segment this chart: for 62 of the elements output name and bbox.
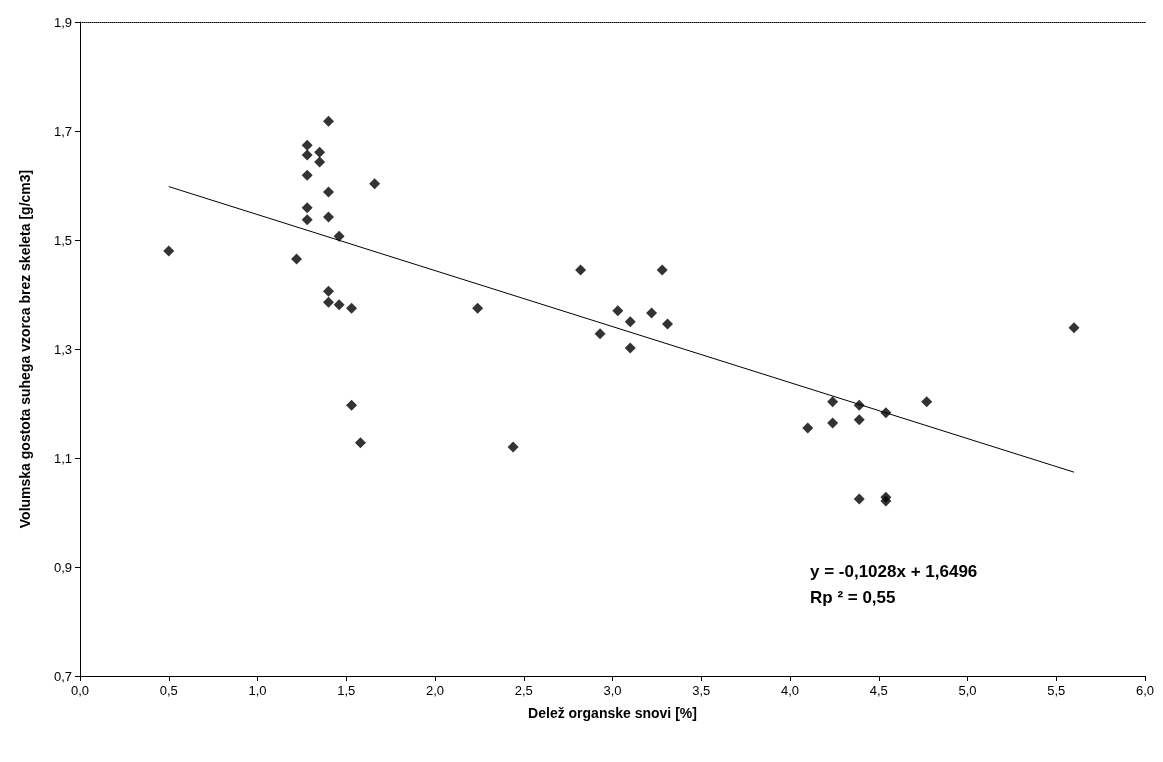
x-tick-label: 5,0 — [958, 683, 977, 698]
point — [853, 414, 865, 426]
y-tick-label: 0,7 — [53, 668, 72, 684]
y-tick-label: 0,9 — [53, 559, 72, 575]
point — [575, 264, 587, 276]
x-tick-label: 2,0 — [425, 683, 445, 698]
y-tick-label: 1,3 — [53, 341, 72, 357]
point — [323, 186, 334, 198]
point — [921, 396, 933, 408]
point — [624, 316, 636, 328]
x-tick-label: 5,5 — [1047, 683, 1066, 698]
point — [802, 422, 814, 434]
point — [827, 396, 839, 408]
x-tick-label: 3,0 — [603, 683, 622, 698]
point — [472, 302, 484, 314]
x-tick-label: 4,0 — [780, 683, 800, 698]
annotation: Rp ² = 0,55 — [810, 588, 896, 607]
point — [314, 156, 326, 168]
point — [323, 285, 334, 297]
point — [346, 399, 358, 411]
point — [333, 299, 345, 311]
point — [853, 493, 865, 505]
point — [646, 307, 658, 319]
point — [301, 139, 313, 151]
point — [369, 178, 381, 190]
x-tick-label: 1,5 — [337, 683, 356, 698]
x-tick-label: 0,5 — [159, 683, 178, 698]
point — [301, 202, 313, 214]
point — [314, 146, 326, 158]
annotation: y = -0,1028x + 1,6496 — [810, 562, 978, 581]
point — [323, 296, 334, 308]
y-tick-label: 1,7 — [53, 123, 72, 139]
point — [163, 245, 175, 257]
point — [346, 302, 358, 314]
point — [301, 169, 313, 181]
x-tick-label: 2,5 — [514, 683, 533, 698]
point — [662, 318, 674, 330]
point — [301, 214, 313, 226]
x-tick-label: 4,5 — [869, 683, 888, 698]
point — [624, 342, 636, 354]
point — [880, 495, 892, 507]
point — [333, 230, 345, 242]
point — [301, 149, 313, 161]
point — [827, 417, 839, 429]
y-tick-label: 1,5 — [53, 232, 72, 248]
point — [594, 328, 606, 340]
point — [323, 211, 334, 223]
y-tick-label: 1,9 — [53, 14, 72, 30]
y-axis-title: Volumska gostota suhega vzorca brez skeleta [g/cm3] — [17, 169, 33, 529]
x-tick-label: 1,0 — [248, 683, 267, 698]
point — [323, 115, 334, 127]
x-tick-label: 0,0 — [70, 683, 90, 698]
point — [656, 264, 668, 276]
x-tick-label: 3,5 — [692, 683, 711, 698]
point — [291, 253, 303, 265]
y-tick-label: 1,1 — [53, 450, 72, 466]
point — [1068, 322, 1080, 334]
point — [354, 437, 366, 449]
point — [507, 441, 519, 453]
x-tick-label: 6,0 — [1135, 683, 1155, 698]
x-axis-title: Delež organske snovi [%] — [528, 705, 697, 721]
point — [612, 305, 624, 317]
